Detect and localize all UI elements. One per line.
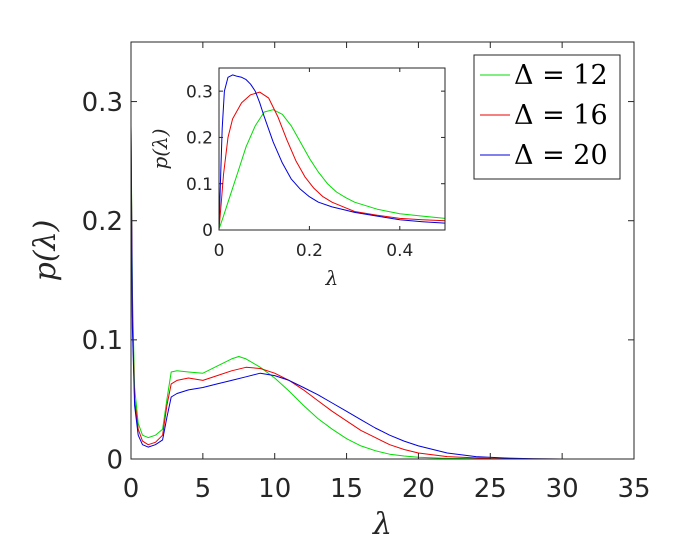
main-y-tick-label: 0.1	[82, 326, 123, 356]
inset-chart: 0 0.2 0.4 0 0.1 0.2 0.3 λ p(λ)	[148, 67, 446, 290]
main-y-tick-label: 0	[106, 445, 123, 475]
main-series-group	[131, 125, 634, 459]
inset-y-axis-title: p(λ)	[148, 128, 172, 169]
inset-series-line-2	[219, 91, 445, 230]
main-series-line-3	[131, 125, 634, 459]
legend-label-2: Δ = 16	[514, 100, 608, 131]
main-y-tick-label: 0.2	[82, 207, 123, 237]
inset-x-tick-label: 0	[214, 241, 225, 261]
legend-box	[473, 54, 621, 180]
inset-y-tick-label: 0.1	[186, 175, 213, 195]
inset-x-tick-label: 0.2	[296, 241, 323, 261]
main-chart: 0 5 10 15 20 25 30 35 0 0.1 0.2 0.3 λ p(λ)	[28, 41, 651, 542]
legend-label-3: Δ = 20	[514, 140, 608, 171]
inset-axes-box	[218, 67, 446, 231]
main-x-tick-label: 25	[474, 474, 507, 504]
inset-series-line-1	[219, 109, 445, 230]
main-x-tick-label: 5	[195, 474, 212, 504]
main-series-line-2	[131, 125, 634, 459]
legend: Δ = 12 Δ = 16 Δ = 20	[473, 54, 621, 180]
main-x-tick-label: 20	[402, 474, 435, 504]
inset-background	[219, 68, 445, 230]
inset-x-tick-label: 0.4	[386, 241, 413, 261]
inset-x-axis-title: λ	[325, 266, 339, 290]
main-x-tick-label: 0	[123, 474, 140, 504]
main-y-axis-title: p(λ)	[28, 220, 63, 282]
main-x-tick-label: 15	[330, 474, 363, 504]
inset-series-group	[219, 74, 445, 230]
inset-y-tick-label: 0	[202, 221, 213, 241]
inset-y-tick-label: 0.2	[186, 129, 213, 149]
inset-series-line-3	[219, 74, 445, 230]
main-x-axis-title: λ	[372, 507, 392, 542]
legend-label-1: Δ = 12	[514, 60, 608, 91]
main-axes-box	[130, 41, 635, 460]
main-x-tick-label: 35	[617, 474, 650, 504]
main-y-tick-label: 0.3	[82, 88, 123, 118]
main-x-tick-label: 30	[546, 474, 579, 504]
inset-y-tick-label: 0.3	[186, 82, 213, 102]
main-series-line-1	[131, 125, 634, 459]
main-x-tick-label: 10	[258, 474, 291, 504]
